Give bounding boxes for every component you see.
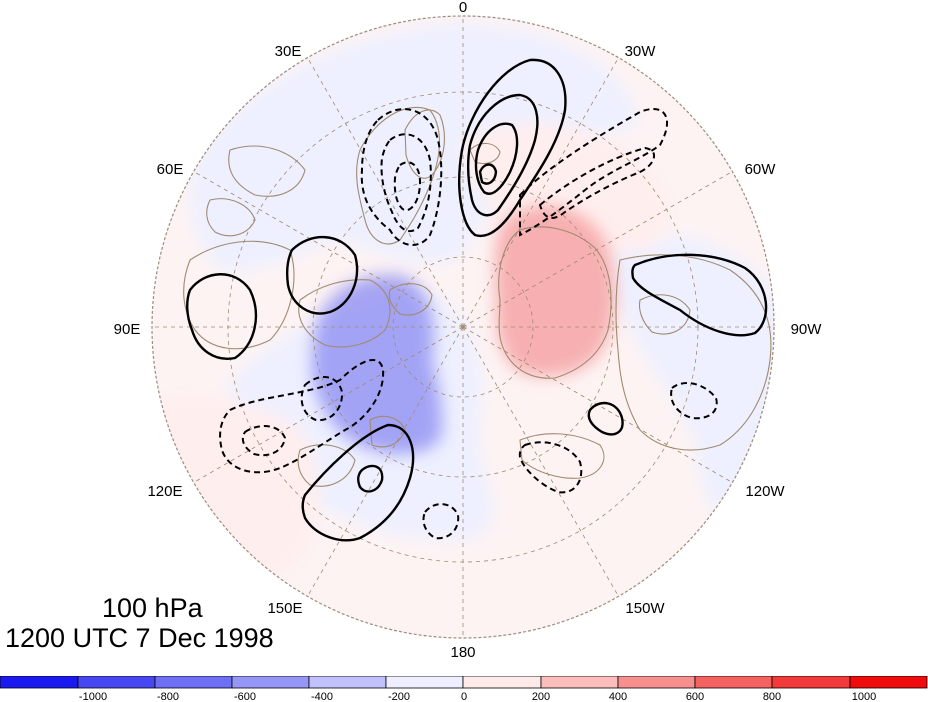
coast-north-america [615,254,772,451]
coast-kamchatka [369,415,406,448]
lon-label-0: 0 [459,0,467,16]
level-title: 100 hPa [102,593,203,623]
coast-hudson [638,294,691,335]
meridian-line [462,57,619,328]
contour-neg-asia-mid [300,376,344,422]
meridian-line [193,171,464,328]
lon-label-90e: 90E [114,321,141,338]
lon-label-150e: 150E [267,600,302,617]
shading-strong-positive [494,206,616,377]
lon-label-180: 180 [450,644,475,661]
meridian-line [462,326,619,597]
meridian-line [193,326,464,483]
contour-neg-europe-outer [360,108,443,246]
lon-label-30w: 30W [625,43,657,60]
lon-label-60w: 60W [745,161,777,178]
time-title: 1200 UTC 7 Dec 1998 [5,623,274,653]
contour-neg-atlantic [519,108,669,237]
shading-strong-negative [311,274,443,455]
coast-japan [297,444,356,487]
contour-neg-asia-outer [219,359,385,474]
colorbar: -1000 -800 -600 -400 -200 0 200 400 600 … [0,676,928,702]
colorbar-tick: 800 [763,691,781,702]
contour-neg-europe-inner [393,161,422,212]
colorbar-tick: -800 [157,691,179,702]
colorbar-box [849,676,928,689]
colorbar-box [771,676,851,689]
contour-pos-atlantic-core [478,163,498,185]
contour-pos-kamchatka-outer [301,423,415,542]
polar-map: 0 30W 60W 90W 120W 150W 180 150E 120E 90… [114,0,823,661]
colorbar-tick: 0 [461,691,467,702]
coast-mediterranean [228,145,306,197]
negative-contours [219,108,718,540]
colorbar-box [77,676,156,689]
lon-label-120e: 120E [147,483,182,500]
contour-pos-atlantic-mid [467,93,539,217]
lon-label-150w: 150W [625,600,665,617]
colorbar-box [0,676,79,689]
lon-label-60e: 60E [157,161,184,178]
colorbar-tick: 200 [532,691,550,702]
coast-greenland [498,226,612,379]
contour-neg-atlantic-inner [538,146,655,219]
coast-siberia [298,279,391,348]
colorbar-box [385,676,464,689]
colorbar-box [154,676,233,689]
coast-alaska [519,433,605,479]
longitude-labels: 0 30W 60W 90W 120W 150W 180 150E 120E 90… [114,0,823,661]
contour-pos-asia [186,273,258,360]
colorbar-tick: 1000 [852,691,876,702]
colorbar-tick: -1000 [79,691,107,702]
contour-neg-na [670,382,718,420]
contour-neg-alaska [518,441,583,494]
colorbar-box [694,676,773,689]
colorbar-boxes [0,676,928,689]
shading-weak-negative [189,22,640,273]
colorbar-box [462,676,542,689]
map-border [151,15,775,639]
coast-europe [356,106,440,245]
lon-label-90w: 90W [791,321,823,338]
contour-pos-kamchatka-inner [357,464,384,493]
lon-label-30e: 30E [275,43,302,60]
contour-pos-atlantic-inner [474,122,519,195]
colorbar-ticks: -1000 -800 -600 -400 -200 0 200 400 600 … [79,691,876,702]
contour-neg-europe-mid [380,133,432,233]
meridian-line [307,326,464,597]
coast-arabia [206,198,256,237]
colorbar-box [308,676,387,689]
coast-scandinavia [404,109,445,179]
contour-neg-asia-inner [241,425,287,457]
contour-pos-siberia [286,235,359,315]
coast-taymyr [388,283,433,316]
lon-label-120w: 120W [745,483,785,500]
colorbar-tick: -600 [234,691,256,702]
colorbar-tick: -400 [311,691,333,702]
colorbar-tick: -200 [388,691,410,702]
positive-contours [186,58,768,542]
contour-pos-atlantic-outer [458,58,567,238]
colorbar-box [231,676,310,689]
colorbar-box [540,676,619,689]
colorbar-box [617,676,696,689]
contour-pos-na [631,253,768,337]
contour-pos-alaska [587,401,624,436]
meridian-line [462,171,733,328]
colorbar-tick: 400 [609,691,627,702]
contour-neg-pacific [422,503,460,540]
colorbar-tick: 600 [686,691,704,702]
